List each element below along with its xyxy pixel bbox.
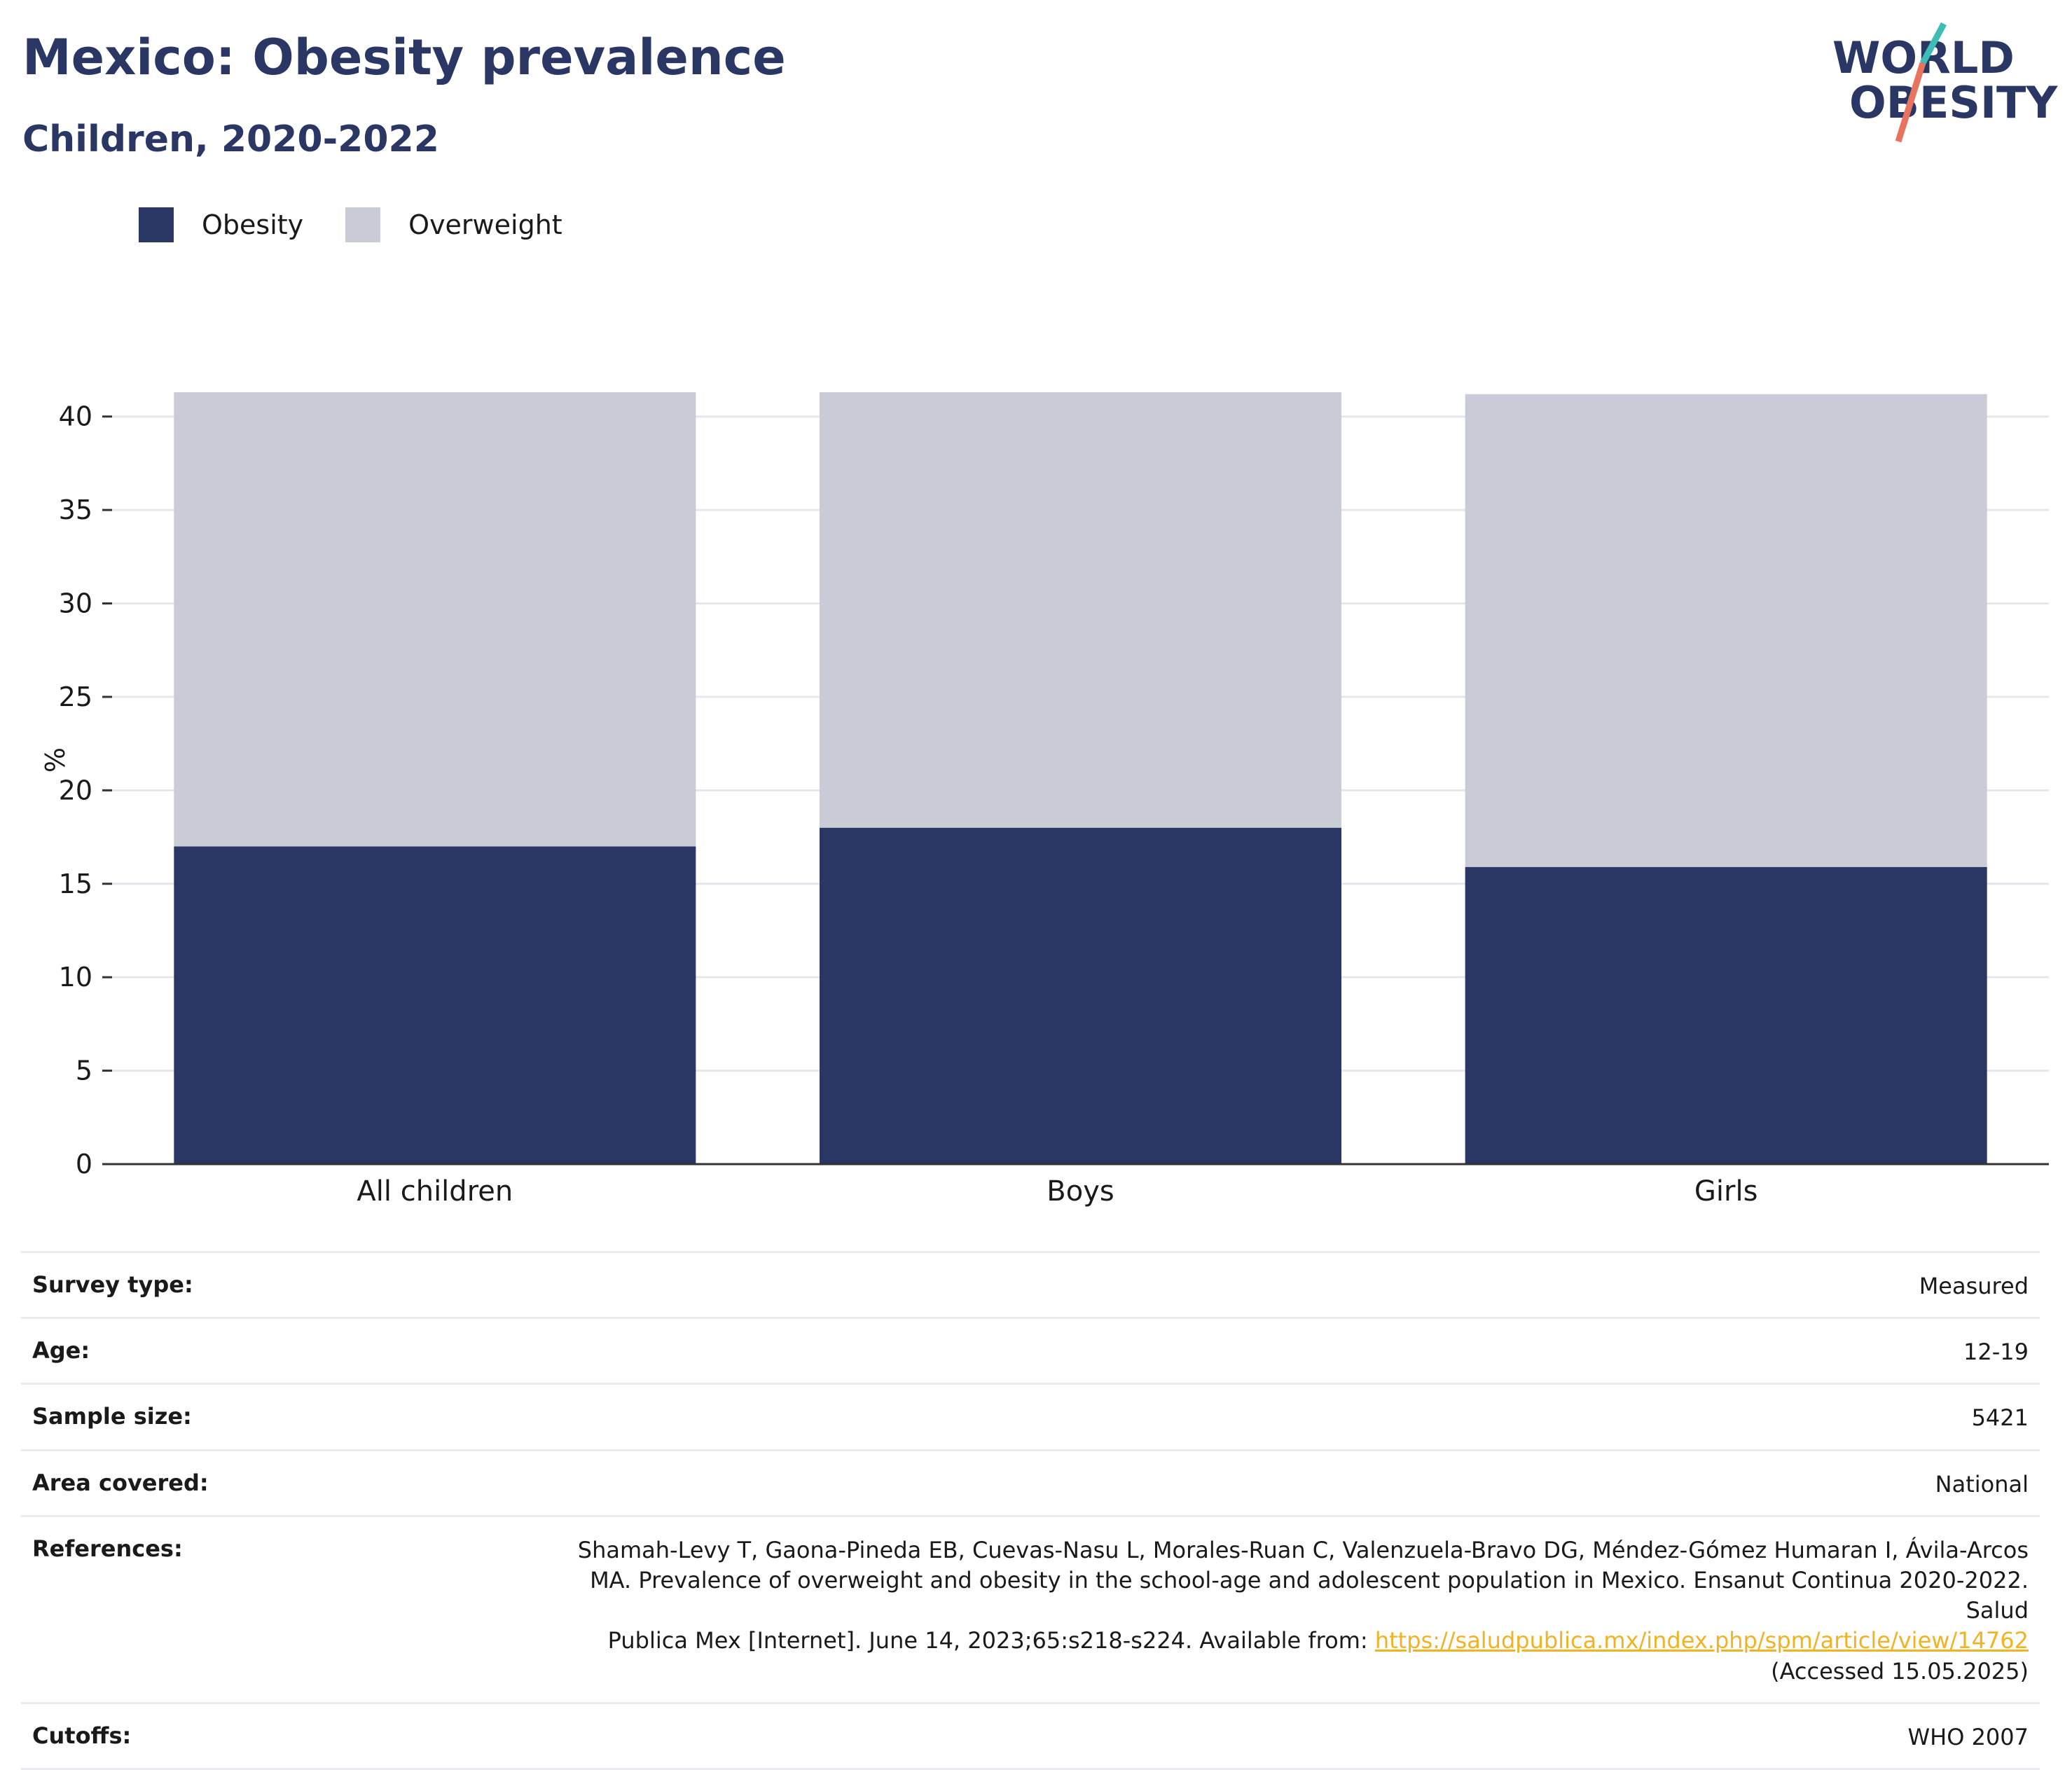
info-row-cutoffs: Cutoffs: WHO 2007 [21, 1701, 2040, 1770]
legend-item-obesity[interactable]: Obesity [139, 207, 303, 242]
references-value: Shamah-Levy T, Gaona-Pineda EB, Cuevas-N… [572, 1535, 2029, 1687]
bar-overweight-boys[interactable] [820, 392, 1341, 828]
y-axis-label: % [39, 747, 69, 773]
info-row-references: References: Shamah-Levy T, Gaona-Pineda … [21, 1514, 2040, 1702]
y-tick-label: 5 [76, 1056, 92, 1086]
chart-subtitle: Children, 2020-2022 [22, 118, 439, 160]
legend-swatch-obesity [139, 207, 174, 242]
logo-slash-coral [1895, 62, 1926, 143]
reference-line-4: (Accessed 15.05.2025) [1771, 1657, 2029, 1685]
survey-type-value: Measured [1919, 1273, 2029, 1299]
legend-swatch-overweight [345, 207, 381, 242]
x-tick-label: Boys [1047, 1175, 1114, 1208]
reference-line-1: Shamah-Levy T, Gaona-Pineda EB, Cuevas-N… [577, 1536, 2029, 1563]
area-label: Area covered: [32, 1469, 209, 1496]
sample-size-value: 5421 [1971, 1404, 2029, 1432]
info-row-sample-size: Sample size: 5421 [21, 1383, 2040, 1449]
x-tick-label: All children [357, 1175, 513, 1208]
reference-link[interactable]: https://saludpublica.mx/index.php/spm/ar… [1374, 1627, 2029, 1654]
legend-label-overweight: Overweight [408, 209, 562, 240]
info-row-area: Area covered: National [21, 1449, 2040, 1515]
bar-obesity-girls[interactable] [1465, 866, 1987, 1164]
age-value: 12-19 [1963, 1339, 2029, 1366]
sample-size-label: Sample size: [32, 1403, 192, 1430]
area-value: National [1935, 1470, 2029, 1498]
bar-obesity-all-children[interactable] [174, 846, 696, 1164]
survey-info-table: Survey type: Measured Age: 12-19 Sample … [21, 1251, 2040, 1770]
legend-label-obesity: Obesity [202, 209, 304, 240]
bars [174, 392, 1987, 1164]
reference-line-3-text: Publica Mex [Internet]. June 14, 2023;65… [607, 1627, 1375, 1654]
stacked-bar-chart: 0 5 10 15 20 25 30 35 40 All children Boys Girls % [39, 392, 2049, 1208]
world-obesity-logo: WORLD OBESITY [1832, 22, 2058, 143]
logo-slash-teal [1920, 22, 1947, 65]
y-tick-label: 35 [59, 495, 92, 525]
axes: 0 5 10 15 20 25 30 35 40 All children Boys Girls [59, 401, 2049, 1208]
y-tick-label: 20 [59, 775, 92, 806]
y-tick-label: 10 [59, 962, 92, 993]
y-tick-label: 30 [59, 588, 92, 619]
y-tick-label: 25 [59, 682, 92, 712]
x-tick-label: Girls [1694, 1175, 1758, 1208]
bar-obesity-boys[interactable] [820, 827, 1341, 1164]
references-label: References: [32, 1535, 183, 1562]
chart-title: Mexico: Obesity prevalence [22, 29, 786, 86]
cutoffs-label: Cutoffs: [32, 1722, 132, 1749]
y-tick-label: 0 [76, 1149, 92, 1180]
bar-overweight-girls[interactable] [1465, 394, 1987, 867]
legend-item-overweight[interactable]: Overweight [345, 207, 562, 242]
y-tick-label: 15 [59, 869, 92, 899]
logo-text-obesity: OBESITY [1849, 77, 2058, 128]
chart-legend: Obesity Overweight [139, 207, 605, 242]
cutoffs-value: WHO 2007 [1907, 1723, 2029, 1750]
info-row-survey-type: Survey type: Measured [21, 1251, 2040, 1317]
bar-overweight-all-children[interactable] [174, 392, 696, 847]
info-row-age: Age: 12-19 [21, 1317, 2040, 1383]
reference-line-2: MA. Prevalence of overweight and obesity… [590, 1566, 2029, 1624]
survey-type-label: Survey type: [32, 1271, 193, 1298]
y-tick-label: 40 [59, 401, 92, 432]
age-label: Age: [32, 1337, 90, 1364]
reference-line-3: Publica Mex [Internet]. June 14, 2023;65… [572, 1626, 2029, 1656]
